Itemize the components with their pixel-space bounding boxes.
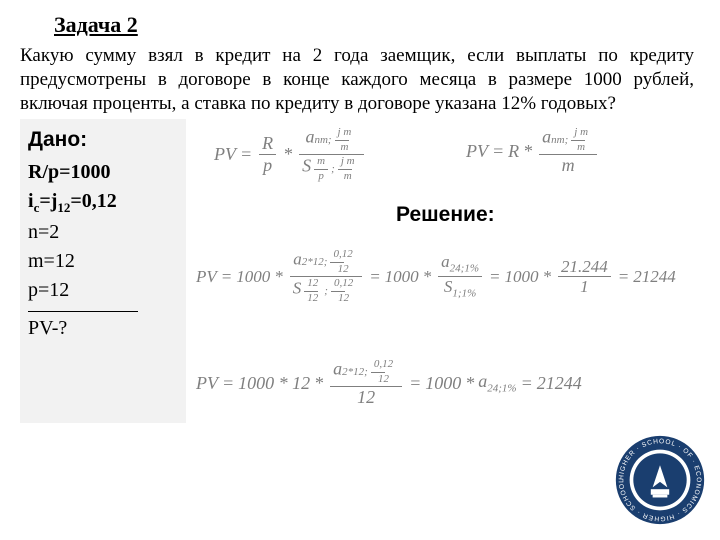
given-line-1: iс=j12=0,12	[28, 187, 178, 218]
f1-S: S	[302, 156, 311, 176]
f1-lhs: PV	[214, 144, 236, 165]
slide: Задача 2 Какую сумму взял в кредит на 2 …	[0, 0, 720, 540]
hse-logo: HIGHER · SCHOOL · OF · ECONOMICS · HIGHE…	[614, 434, 706, 526]
given-line-4: p=12	[28, 276, 178, 305]
solution-panel: Решение: PV = R p * anm;j mm Smp;j	[186, 119, 700, 479]
f2-R: R	[508, 141, 519, 162]
given-header: Дано:	[28, 125, 178, 155]
given-panel: Дано: R/p=1000 iс=j12=0,12 n=2 m=12 p=12…	[20, 119, 186, 422]
formula-4: PV = 1000 * 12 * a2*12;0,1212 12 = 1000 …	[196, 359, 582, 407]
given-question: PV-?	[28, 314, 178, 343]
f1-R: R	[259, 134, 276, 153]
formula-2: PV = R * anm;j mm m	[466, 127, 600, 175]
f2-lhs: PV	[466, 141, 488, 162]
body-row: Дано: R/p=1000 iс=j12=0,12 n=2 m=12 p=12…	[20, 119, 700, 479]
formula-1: PV = R p * anm;j mm Smp;j mm	[214, 127, 367, 182]
formula-3: PV = 1000 * a2*12;0,1212 S1212;0,1212 = …	[196, 249, 676, 304]
given-line-2: n=2	[28, 218, 178, 247]
problem-title: Задача 2	[54, 12, 700, 38]
given-divider	[28, 311, 138, 312]
solution-label: Решение:	[396, 203, 495, 227]
f1-p: p	[260, 156, 275, 175]
given-line-3: m=12	[28, 247, 178, 276]
given-line-0: R/p=1000	[28, 158, 178, 187]
problem-statement: Какую сумму взял в кредит на 2 года заем…	[20, 44, 694, 115]
